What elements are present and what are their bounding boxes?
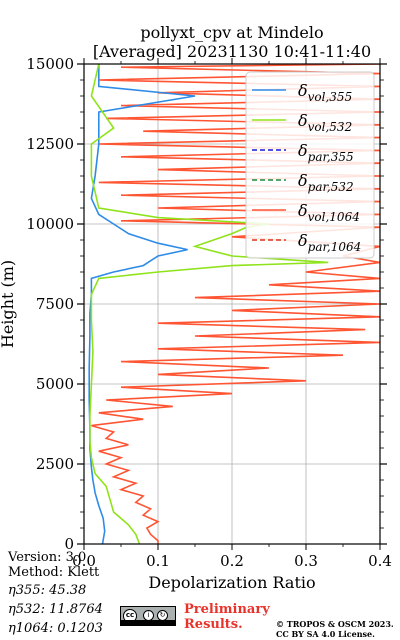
x-axis-label: Depolarization Ratio (148, 573, 315, 592)
y-axis-label: Height (m) (0, 260, 17, 348)
eta1064-text: η1064: 0.1203 (8, 621, 103, 636)
legend-label: δpar,1064 (298, 231, 361, 254)
legend-symbol: δ (298, 171, 308, 190)
series-line-0 (88, 64, 196, 544)
copyright-line2: CC BY SA 4.0 License. (276, 629, 375, 639)
legend-label: δpar,355 (298, 141, 354, 164)
y-tick-label: 15000 (26, 55, 74, 73)
y-tick-label: 12500 (26, 135, 74, 153)
eta355-text: η355: 45.38 (8, 583, 87, 598)
copyright-line1: © TROPOS & OSCM 2023. (276, 619, 394, 629)
chart-title-line2: [Averaged] 20231130 10:41-11:40 (93, 42, 371, 61)
y-tick-label: 5000 (36, 375, 74, 393)
legend-symbol: δ (298, 141, 308, 160)
preliminary-note: Preliminary Results. (184, 602, 270, 632)
legend-symbol: δ (298, 111, 308, 130)
y-tick-label: 2500 (36, 455, 74, 473)
legend-label: δvol,355 (298, 81, 352, 104)
legend-subscript: par,1064 (308, 240, 362, 254)
x-tick-label: 0.2 (220, 552, 244, 570)
y-tick-label: 7500 (36, 295, 74, 313)
preliminary-line2: Results. (184, 617, 243, 632)
x-tick-label: 0.4 (368, 552, 392, 570)
version-text: Version: 3.0 (8, 550, 87, 565)
method-text: Method: Klett (8, 565, 100, 580)
ticks: 0.0 0.1 0.2 0.3 0.4 0 2500 5000 7500 10000 12500 15… (26, 55, 392, 570)
legend-subscript: par,532 (308, 180, 354, 194)
legend-subscript: par,355 (308, 150, 354, 164)
legend-subscript: vol,532 (308, 120, 353, 134)
series-line-1 (89, 64, 329, 544)
x-tick-label: 0.3 (294, 552, 318, 570)
legend-box (245, 71, 375, 259)
y-tick-label: 10000 (26, 215, 74, 233)
x-tick-label: 0.1 (146, 552, 170, 570)
legend-label: δvol,1064 (298, 201, 360, 224)
legend-subscript: vol,355 (308, 90, 353, 104)
chart-title-line1: pollyxt_cpv at Mindelo (140, 23, 323, 42)
eta532-text: η532: 11.8764 (8, 602, 103, 617)
cc-by-sa-icon: cc i ↻ (120, 606, 176, 626)
legend-subscript: vol,1064 (308, 210, 360, 224)
legend-label: δpar,532 (298, 171, 354, 194)
copyright-note: © TROPOS & OSCM 2023. CC BY SA 4.0 Licen… (276, 619, 394, 639)
legend-symbol: δ (298, 231, 308, 250)
y-tick-label: 0 (64, 535, 74, 553)
legend-symbol: δ (298, 201, 308, 220)
legend-symbol: δ (298, 81, 308, 100)
legend: δvol,355δvol,532δpar,355δpar,532δvol,106… (245, 71, 375, 259)
legend-label: δvol,532 (298, 111, 352, 134)
preliminary-line1: Preliminary (184, 602, 270, 617)
x-tick-label: 0.0 (72, 552, 96, 570)
badge-strip (121, 620, 175, 625)
